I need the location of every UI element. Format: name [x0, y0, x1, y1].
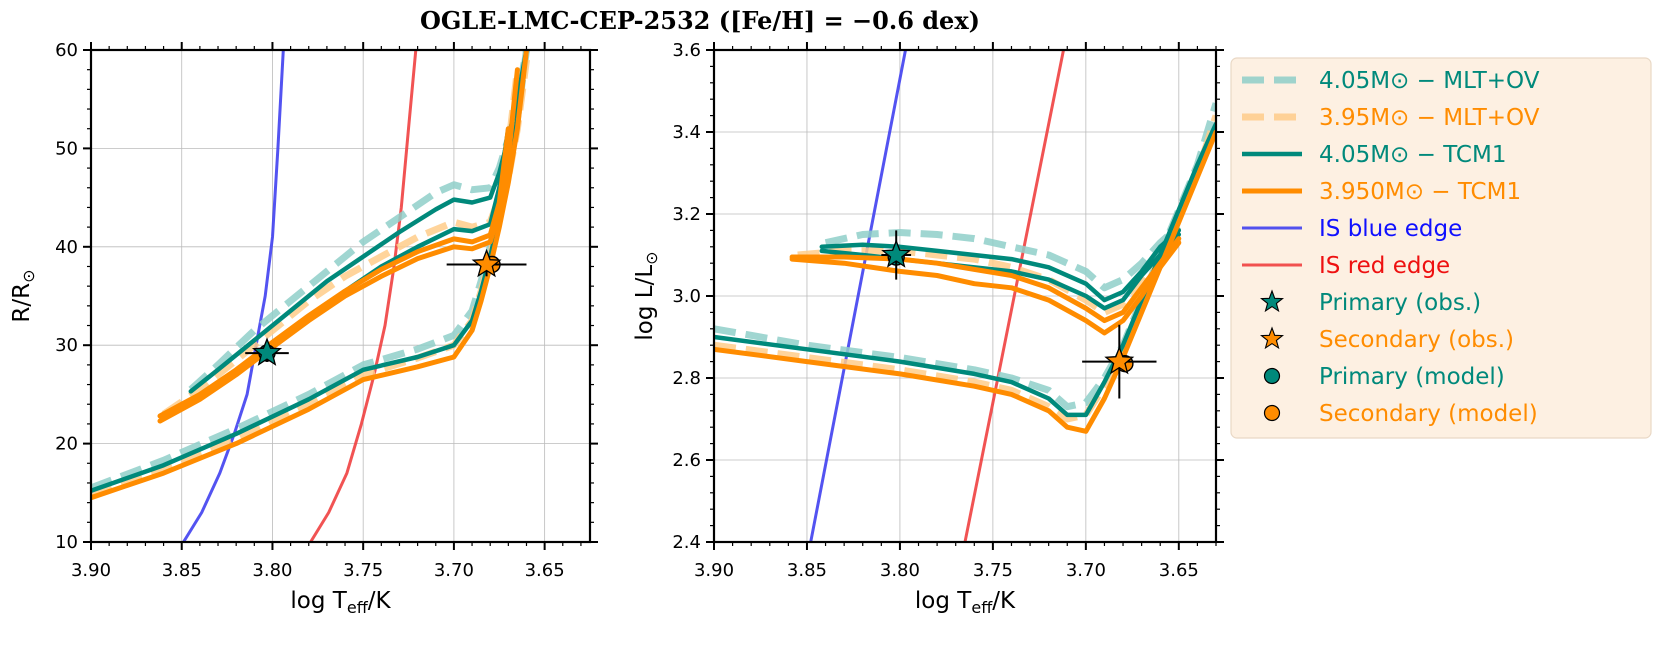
- point-star-teal: [251, 337, 283, 366]
- series-red-line-1: [963, 50, 1065, 542]
- y-tick-label: 40: [55, 237, 78, 258]
- series-dashed-orange-5: [161, 69, 521, 417]
- legend-item-circle-orange: Secondary (model): [1263, 401, 1538, 427]
- x-tick-label: 3.85: [787, 560, 827, 581]
- x-tick-label: 3.90: [694, 560, 734, 581]
- legend-swatch: [1259, 289, 1285, 313]
- x-tick-label: 3.65: [1159, 560, 1199, 581]
- panel-luminosity: 3.90 3.85 3.80 3.75 3.70 3.65 2.4 2.6 2.8 3.0 3.2 3…: [632, 40, 1224, 617]
- y-tick-label: 2.8: [672, 368, 701, 389]
- axes-frame: [89, 48, 592, 544]
- x-tick-label: 3.75: [343, 560, 383, 581]
- legend-label: IS red edge: [1319, 253, 1450, 279]
- legend-item-solid-teal: 4.05M⊙ − TCM1: [1242, 142, 1506, 168]
- point-star-teal: [881, 239, 912, 268]
- panel-radius: 3.90 3.85 3.80 3.75 3.70 3.65 10 20 30 40 50 60 log …: [9, 40, 598, 617]
- legend-item-solid-orange: 3.950M⊙ − TCM1: [1242, 179, 1521, 205]
- series-dashed-teal-2: [91, 50, 530, 492]
- series-solid-teal-6: [91, 50, 529, 494]
- legend-item-dashed-teal: 4.05M⊙ − MLT+OV: [1242, 68, 1540, 94]
- series-dashed-orange-4: [91, 59, 530, 499]
- point-star-orange: [1104, 345, 1135, 375]
- y-axis-label: log L/L⊙: [632, 251, 661, 340]
- y-tick-label: 10: [55, 532, 78, 553]
- series-solid-orange-9: [91, 50, 529, 501]
- legend-label: Primary (obs.): [1319, 290, 1481, 316]
- x-tick-label: 3.85: [162, 560, 202, 581]
- x-axis-label: log Teff/K: [915, 588, 1016, 617]
- series-solid-orange-10: [789, 240, 1182, 336]
- legend-label: Primary (model): [1319, 364, 1505, 390]
- legend-item-star-teal: Primary (obs.): [1259, 289, 1481, 316]
- legend-item-blue-line: IS blue edge: [1242, 216, 1462, 242]
- x-tick-label: 3.90: [71, 560, 111, 581]
- legend-item-star-orange: Secondary (obs.): [1259, 326, 1514, 353]
- y-tick-label: 2.4: [672, 532, 701, 553]
- series-solid-orange-9: [714, 129, 1216, 434]
- legend-label: 3.950M⊙ − TCM1: [1319, 179, 1521, 205]
- chart-title: OGLE-LMC-CEP-2532 ([Fe/H] = −0.6 dex): [420, 6, 980, 35]
- y-tick-label: 3.4: [672, 122, 701, 143]
- legend-label: Secondary (model): [1319, 401, 1538, 427]
- legend-frame: [1230, 57, 1652, 439]
- x-axis-label: log Teff/K: [290, 588, 391, 617]
- legend-swatch: [1263, 404, 1281, 422]
- legend-item-red-line: IS red edge: [1242, 253, 1450, 279]
- y-tick-label: 3.2: [672, 204, 701, 225]
- y-tick-label: 3.0: [672, 286, 701, 307]
- series-solid-teal-7: [819, 228, 1182, 303]
- legend-label: 4.05M⊙ − MLT+OV: [1319, 68, 1540, 94]
- legend-label: 4.05M⊙ − TCM1: [1319, 142, 1506, 168]
- series-blue-line-0: [182, 50, 285, 542]
- x-tick-label: 3.70: [434, 560, 474, 581]
- x-tick-label: 3.75: [973, 560, 1013, 581]
- series-dashed-teal-3: [824, 223, 1182, 292]
- x-tick-label: 3.80: [880, 560, 920, 581]
- y-tick-label: 60: [55, 40, 78, 61]
- legend-item-circle-teal: Primary (model): [1263, 364, 1505, 390]
- legend: 4.05M⊙ − MLT+OV 3.95M⊙ − MLT+OV 4.05M⊙ − T…: [1230, 57, 1652, 439]
- point-star-orange: [471, 248, 502, 278]
- series-solid-orange-11: [157, 126, 511, 419]
- series-red-line-1: [309, 50, 418, 542]
- x-tick-label: 3.65: [525, 560, 565, 581]
- y-tick-label: 3.6: [672, 40, 701, 61]
- legend-label: Secondary (obs.): [1319, 327, 1514, 353]
- series-blue-line-0: [809, 50, 907, 542]
- legend-label: 3.95M⊙ − MLT+OV: [1319, 105, 1540, 131]
- y-tick-label: 20: [55, 434, 78, 455]
- x-tick-label: 3.70: [1066, 560, 1106, 581]
- y-tick-label: 2.6: [672, 450, 701, 471]
- series-dashed-teal-3: [188, 50, 530, 393]
- legend-label: IS blue edge: [1319, 216, 1462, 242]
- y-tick-label: 50: [55, 138, 78, 159]
- y-tick-label: 30: [55, 335, 78, 356]
- series-solid-teal-6: [714, 121, 1216, 418]
- legend-item-dashed-orange: 3.95M⊙ − MLT+OV: [1242, 105, 1540, 131]
- series-solid-orange-10: [157, 67, 520, 424]
- y-axis-label: R/R⊙: [9, 269, 38, 322]
- x-tick-label: 3.80: [252, 560, 292, 581]
- legend-swatch: [1263, 367, 1281, 385]
- legend-swatch: [1259, 326, 1285, 350]
